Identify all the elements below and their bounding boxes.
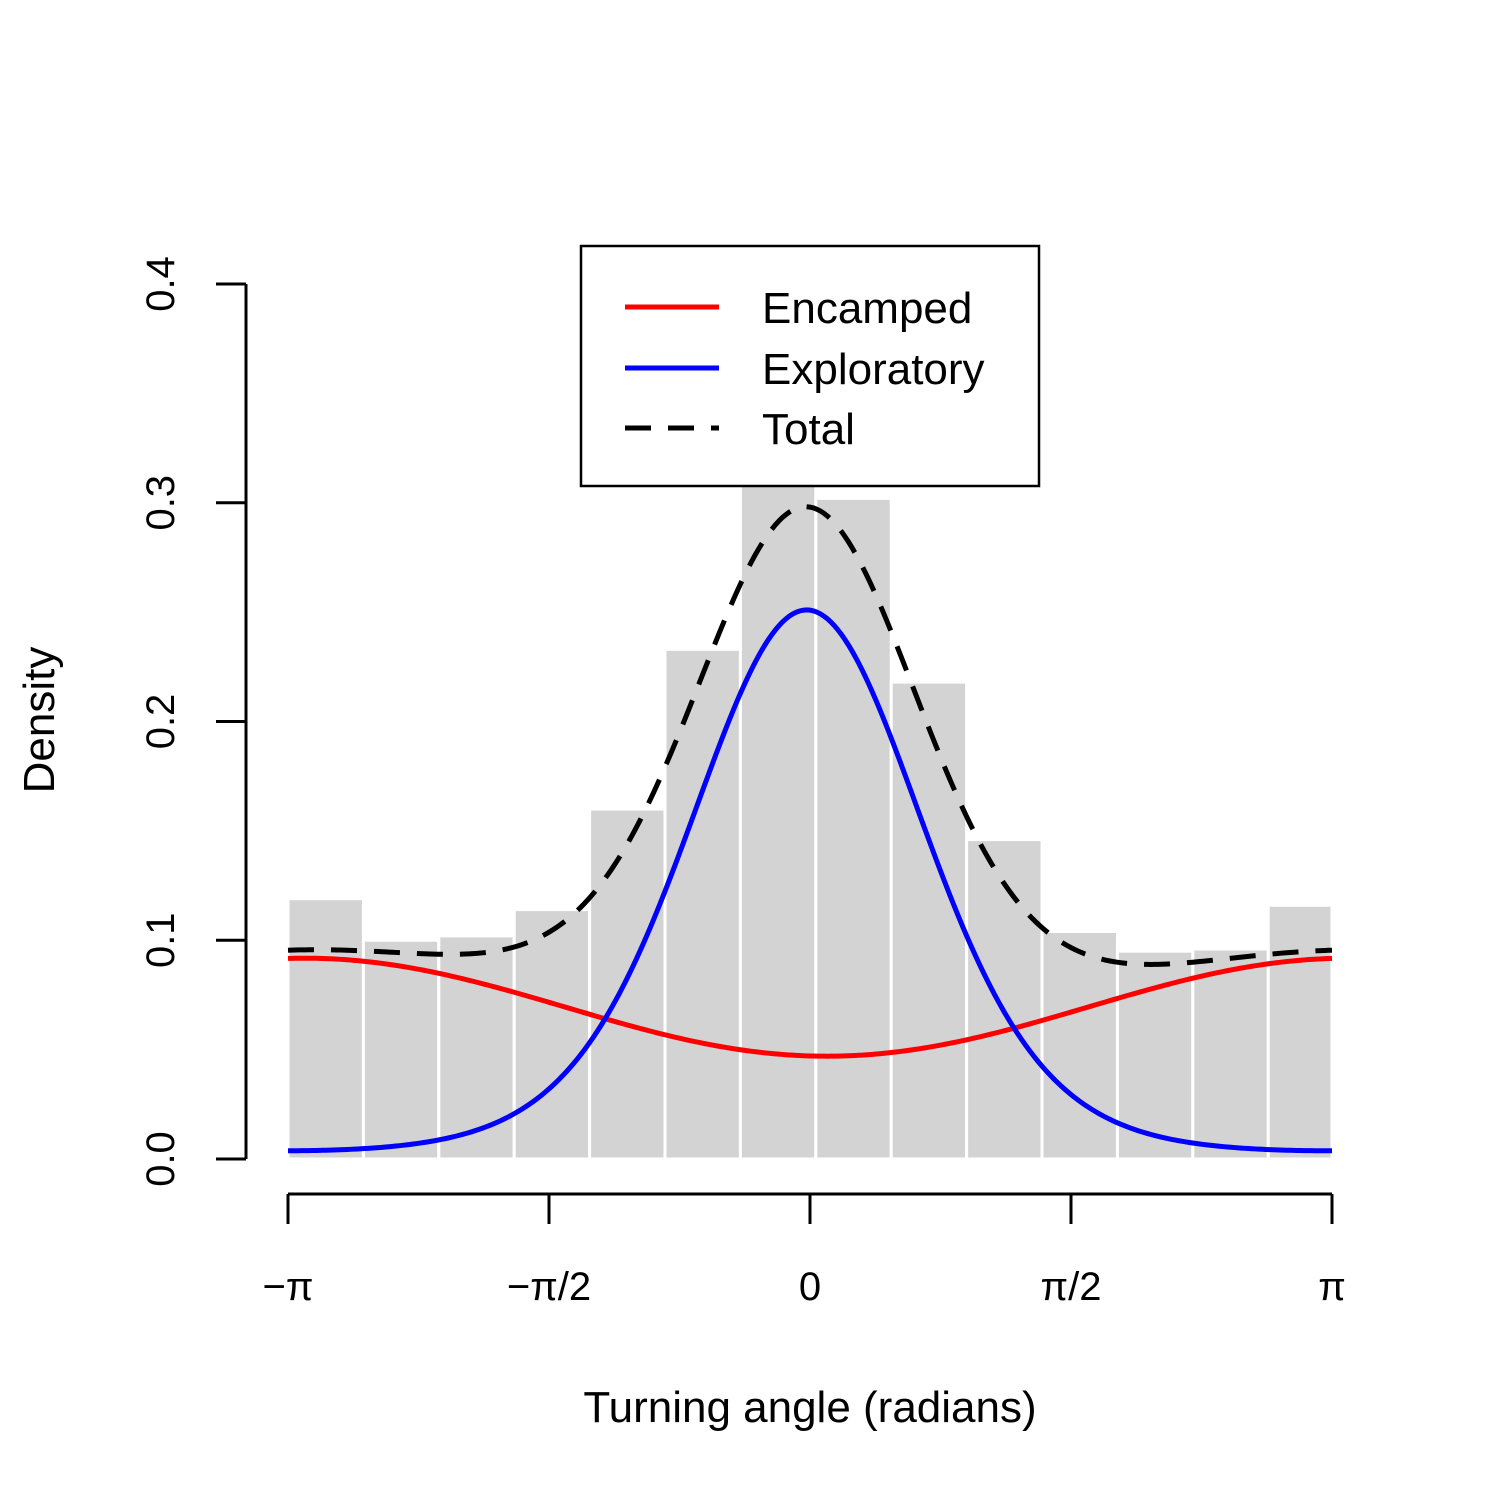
histogram-bar (1266, 903, 1334, 1161)
series-line-exploratory (287, 607, 1333, 1154)
y-tick-label: 0.1 (139, 912, 183, 968)
x-tick-label: 0 (799, 1265, 821, 1309)
legend-label-total: Total (762, 405, 855, 454)
histogram-bar (663, 647, 742, 1161)
series-line-encamped (287, 955, 1333, 1059)
density-curves (287, 504, 1333, 1154)
histogram-bar (965, 838, 1044, 1161)
histogram-bar (361, 938, 441, 1161)
y-axis: 0.0 0.1 0.2 0.3 0.4 (139, 256, 248, 1187)
histogram-bar (1040, 930, 1119, 1161)
x-axis: −π −π/2 0 π/2 π (263, 1192, 1346, 1309)
y-tick-label: 0.4 (139, 256, 183, 312)
y-tick-label: 0.2 (139, 694, 183, 750)
x-tick-label: −π (263, 1265, 314, 1309)
legend-label-encamped: Encamped (762, 284, 972, 333)
x-tick-label: π/2 (1041, 1265, 1102, 1309)
histogram-bar (889, 680, 969, 1161)
series-line-total (287, 504, 1333, 967)
histogram-bar (588, 807, 667, 1161)
histogram-bar (1191, 947, 1270, 1161)
x-tick-label: π (1318, 1265, 1346, 1309)
histogram-bar (286, 897, 365, 1161)
y-axis-title: Density (15, 647, 64, 794)
histogram-bars (286, 479, 1334, 1161)
legend-label-exploratory: Exploratory (762, 345, 985, 394)
y-tick-label: 0.0 (139, 1131, 183, 1187)
x-tick-label: −π/2 (507, 1265, 591, 1309)
x-axis-title: Turning angle (radians) (583, 1383, 1036, 1432)
histogram-bar (437, 934, 516, 1161)
histogram-bar (512, 908, 592, 1161)
y-tick-label: 0.3 (139, 475, 183, 531)
legend: Encamped Exploratory Total (579, 244, 1041, 488)
histogram-bar (814, 496, 893, 1161)
histogram-bar (738, 479, 818, 1161)
